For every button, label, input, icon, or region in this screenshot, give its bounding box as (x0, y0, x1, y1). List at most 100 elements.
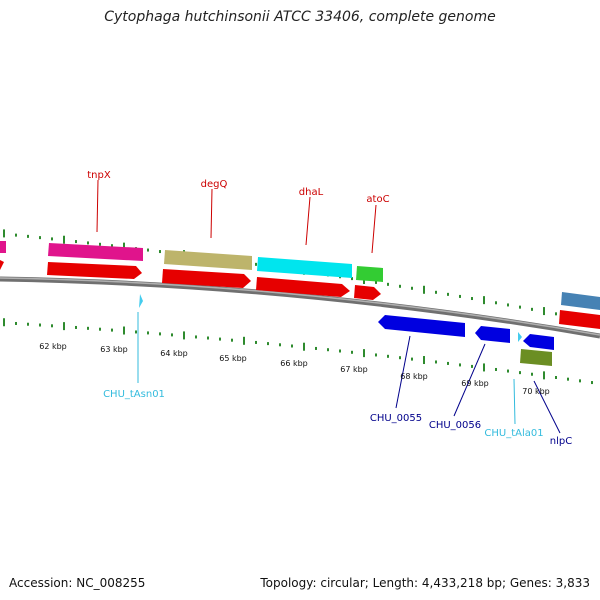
outer-ruler-minor-tick (555, 312, 557, 316)
inner-ruler-minor-tick (291, 344, 293, 348)
feature-dhaL-gene[interactable] (257, 257, 352, 278)
inner-ruler-minor-tick (507, 369, 509, 373)
inner-ruler-minor-tick (339, 349, 341, 353)
inner-ruler-major-tick (3, 318, 5, 327)
inner-ruler-minor-tick (327, 348, 329, 352)
outer-ruler-minor-tick (39, 236, 41, 240)
feature-left-edge-magenta[interactable] (0, 241, 6, 253)
inner-ruler-major-tick (363, 349, 365, 358)
genome-backbone-highlight (0, 277, 600, 336)
outer-ruler-major-tick (3, 229, 5, 238)
outer-ruler-minor-tick (147, 248, 149, 252)
outer-ruler-major-tick (543, 307, 545, 316)
trna-CHU_tAla01[interactable] (518, 332, 522, 342)
inner-ruler-major-tick (243, 336, 245, 345)
outer-ruler-minor-tick (15, 233, 17, 237)
inner-ruler-minor-tick (519, 371, 521, 375)
outer-ruler-minor-tick (99, 242, 101, 246)
inner-ruler-minor-tick (147, 331, 149, 335)
outer-ruler-minor-tick (51, 237, 53, 241)
inner-ruler-major-tick (183, 331, 185, 340)
kbp-label-67: 67 kbp (340, 365, 368, 374)
feature-degQ-gene[interactable] (164, 250, 252, 270)
inner-ruler-minor-tick (447, 361, 449, 365)
inner-ruler-minor-tick (567, 377, 569, 381)
feature-left-edge-cds[interactable] (0, 260, 4, 270)
outer-ruler-minor-tick (411, 286, 413, 290)
inner-ruler-minor-tick (159, 332, 161, 336)
map-title: Cytophaga hutchinsonii ATCC 33406, compl… (104, 9, 496, 25)
outer-ruler-minor-tick (447, 292, 449, 296)
kbp-label-63: 63 kbp (100, 345, 128, 354)
inner-ruler-minor-tick (279, 343, 281, 347)
cds-CHU_0056[interactable] (475, 326, 510, 343)
genome-summary-text: Topology: circular; Length: 4,433,218 bp… (260, 576, 590, 590)
inner-ruler-minor-tick (591, 381, 593, 385)
inner-ruler-minor-tick (111, 328, 113, 332)
outer-ruler-minor-tick (435, 290, 437, 294)
inner-ruler-major-tick (543, 371, 545, 380)
feature-olive[interactable] (520, 349, 552, 366)
feature-right-steelblue[interactable] (561, 292, 600, 310)
inner-ruler-minor-tick (75, 325, 77, 329)
outer-ruler-minor-tick (519, 305, 521, 309)
inner-ruler-minor-tick (375, 353, 377, 357)
outer-ruler-minor-tick (159, 250, 161, 254)
cds-degQ[interactable] (162, 269, 251, 288)
trna-CHU_tAsn01[interactable] (139, 294, 143, 308)
cds-nlpC[interactable] (523, 334, 554, 350)
gene-label-leaders (96, 179, 561, 434)
outer-ruler-minor-tick (495, 301, 497, 305)
inner-ruler-minor-tick (87, 326, 89, 330)
cds-tnpX[interactable] (47, 262, 142, 279)
inner-ruler-minor-tick (267, 342, 269, 346)
feature-atoC-gene[interactable] (356, 266, 383, 282)
inner-ruler-minor-tick (459, 363, 461, 367)
inner-ruler-minor-tick (27, 322, 29, 326)
inner-ruler-minor-tick (135, 330, 137, 334)
kbp-label-66: 66 kbp (280, 359, 308, 368)
outer-ruler-major-tick (423, 285, 425, 294)
label-degQ: degQ (201, 179, 228, 190)
outer-ruler-minor-tick (255, 262, 257, 266)
feature-tnpX-gene[interactable] (48, 243, 143, 261)
inner-ruler-minor-tick (219, 337, 221, 341)
label-CHU_tAsn01: CHU_tAsn01 (103, 389, 165, 400)
inner-ruler-minor-tick (411, 357, 413, 361)
inner-ruler-minor-tick (531, 372, 533, 376)
inner-ruler-minor-tick (387, 354, 389, 358)
inner-ruler-minor-tick (195, 335, 197, 339)
cds-atoC[interactable] (354, 285, 381, 300)
outer-ruler-minor-tick (471, 297, 473, 301)
outer-ruler-minor-tick (375, 280, 377, 284)
outer-ruler-major-tick (63, 235, 65, 244)
inner-ruler-major-tick (63, 322, 65, 331)
inner-ruler-major-tick (483, 363, 485, 372)
inner-ruler-minor-tick (15, 321, 17, 325)
inner-ruler-minor-tick (39, 323, 41, 327)
kbp-label-64: 64 kbp (160, 349, 188, 358)
cds-dhaL[interactable] (256, 277, 350, 297)
inner-ruler-minor-tick (51, 324, 53, 328)
inner-ruler-minor-tick (351, 350, 353, 354)
inner-ruler-minor-tick (171, 333, 173, 337)
genome-backbone (0, 276, 600, 339)
cds-right-red[interactable] (559, 310, 600, 329)
inner-ruler-major-tick (423, 356, 425, 365)
outer-ruler-minor-tick (111, 244, 113, 248)
label-CHU_tAla01: CHU_tAla01 (484, 428, 543, 439)
kbp-label-70: 70 kbp (522, 387, 550, 396)
cds-CHU_0055[interactable] (378, 315, 465, 337)
outer-ruler-minor-tick (27, 234, 29, 238)
kbp-label-68: 68 kbp (400, 372, 428, 381)
kbp-label-69: 69 kbp (461, 379, 489, 388)
inner-ruler-minor-tick (255, 340, 257, 344)
inner-ruler-minor-tick (471, 364, 473, 368)
inner-ruler-minor-tick (399, 356, 401, 360)
outer-ruler-minor-tick (87, 241, 89, 245)
inner-ruler-minor-tick (435, 360, 437, 364)
inner-ruler-minor-tick (231, 338, 233, 342)
outer-ruler-minor-tick (531, 307, 533, 311)
inner-ruler-minor-tick (555, 375, 557, 379)
